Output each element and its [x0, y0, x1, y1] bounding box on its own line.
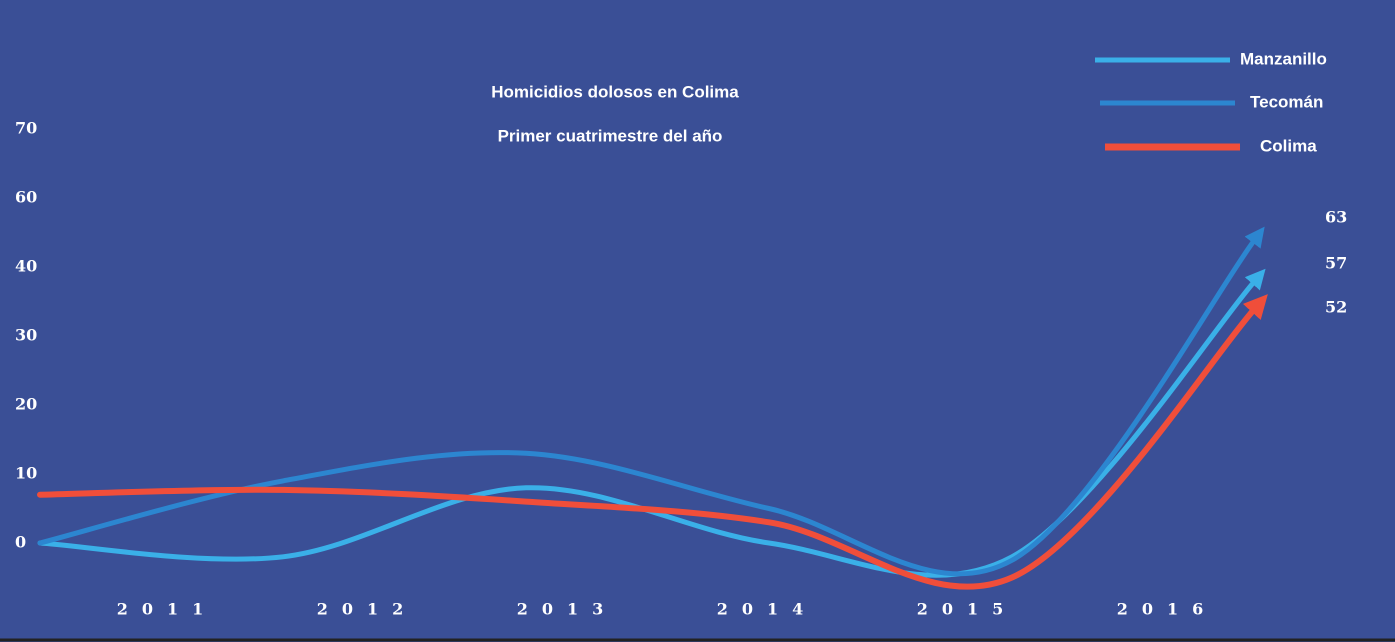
legend-label: Manzanillo: [1240, 49, 1327, 68]
annotation: 57: [1325, 254, 1347, 273]
annotation: 52: [1325, 298, 1347, 317]
chart-subtitle: Primer cuatrimestre del año: [498, 126, 723, 145]
series-line: [37, 226, 1265, 577]
legend-label: Colima: [1260, 136, 1317, 155]
y-tick-label: 30: [15, 326, 37, 345]
x-tick-label: 2011: [117, 600, 218, 619]
legend-label: Tecomán: [1250, 92, 1323, 111]
x-tick-label: 2016: [1117, 600, 1218, 619]
x-tick-label: 2012: [317, 600, 418, 619]
x-tick-label: 2013: [517, 600, 618, 619]
chart-title: Homicidios dolosos en Colima: [491, 82, 739, 101]
x-tick-label: 2014: [717, 600, 818, 619]
y-tick-label: 70: [15, 119, 37, 138]
y-tick-label: 40: [15, 257, 37, 276]
y-tick-label: 20: [15, 395, 37, 414]
y-tick-label: 10: [15, 464, 37, 483]
series-line: [37, 294, 1268, 590]
x-tick-label: 2015: [917, 600, 1018, 619]
y-tick-label: 60: [15, 188, 37, 207]
y-tick-label: 0: [15, 533, 26, 552]
annotation: 63: [1325, 208, 1347, 227]
